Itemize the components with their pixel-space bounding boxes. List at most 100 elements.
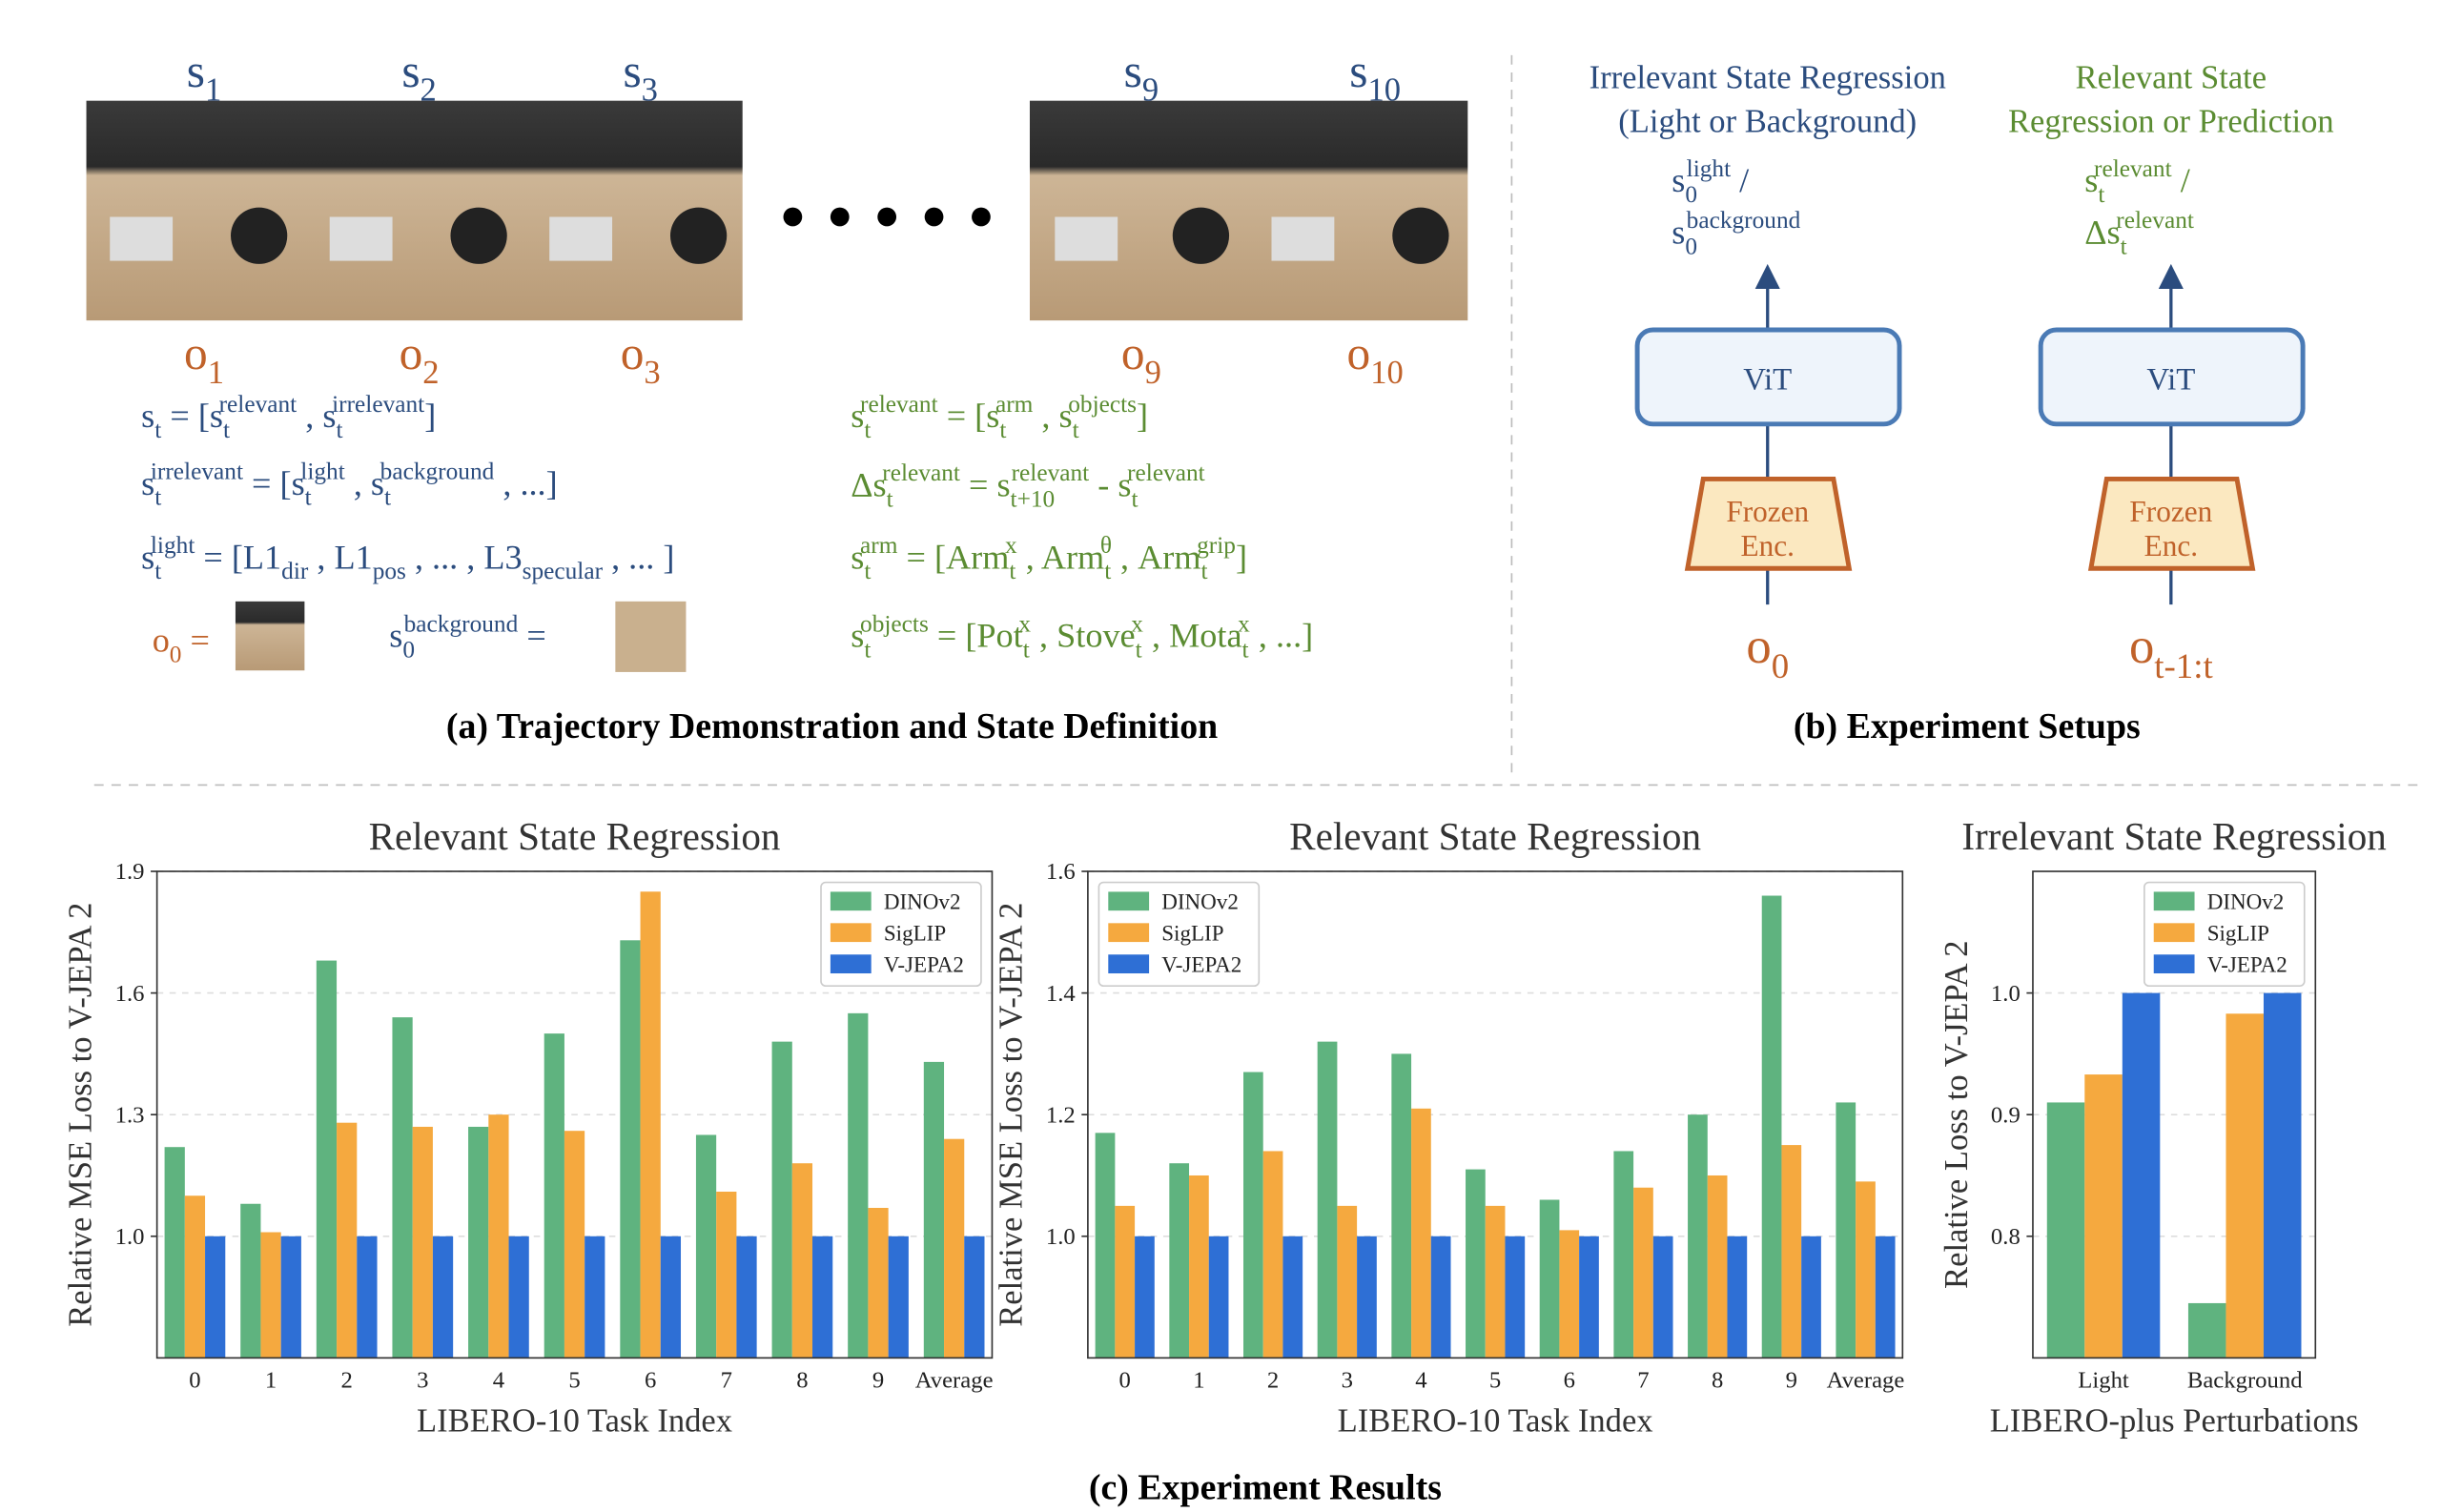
superscript: background <box>380 459 495 485</box>
y-tick-label: 1.3 <box>115 1102 145 1128</box>
y-tick-label: 1.0 <box>115 1224 145 1250</box>
x-tick-label: 4 <box>1415 1368 1426 1394</box>
legend-swatch <box>830 923 872 943</box>
bar <box>1559 1230 1580 1359</box>
bar <box>1357 1236 1377 1359</box>
subscript: 1 <box>205 72 221 109</box>
superscript: relevant <box>2094 155 2172 182</box>
formula-text: , ...] <box>1250 617 1313 655</box>
y-axis-label: Relative Loss to V-JEPA 2 <box>1938 940 1975 1289</box>
setup-title: Regression or Prediction <box>2008 104 2334 140</box>
x-tick-label: Average <box>915 1368 994 1394</box>
bar <box>585 1236 605 1359</box>
y-tick-label: 1.0 <box>1991 981 2020 1007</box>
subscript: 0 <box>1685 233 1697 259</box>
legend-label: DINOv2 <box>1161 889 1239 914</box>
x-tick-label: 5 <box>568 1368 580 1394</box>
subscript: 0 <box>1685 181 1697 208</box>
formula-text: s <box>141 397 154 435</box>
formula: stobjects = [Pottx , Stovetx , Motatx , … <box>851 610 1313 663</box>
bar <box>508 1236 529 1359</box>
x-tick-label: 8 <box>1712 1368 1723 1394</box>
subscript: t <box>864 417 871 443</box>
formula-text: , Mota <box>1143 617 1242 655</box>
formula-text: s <box>389 617 402 655</box>
plot-frame <box>2032 870 2317 1359</box>
subscript: 0 <box>402 636 415 663</box>
x-tick-label: 5 <box>1489 1368 1501 1394</box>
superscript: light <box>151 532 195 559</box>
formula-text: = s <box>960 466 1011 504</box>
formula-text: s <box>187 45 205 97</box>
superscript: relevant <box>860 391 938 418</box>
caption: (c) Experiment Results <box>1089 1468 1442 1508</box>
superscript: background <box>1687 207 1801 234</box>
setup-title: Irrelevant State Regression <box>1590 59 1946 95</box>
superscript: arm <box>860 532 898 559</box>
frames-image <box>1029 100 1468 321</box>
legend-swatch <box>2153 954 2195 974</box>
bar <box>1337 1205 1358 1359</box>
bar <box>337 1122 358 1359</box>
x-tick-label: Light <box>2078 1368 2129 1394</box>
formula-text: ] <box>1137 397 1148 435</box>
subscript: t <box>305 484 312 511</box>
subscript: t <box>887 485 893 512</box>
subscript: t+10 <box>1011 485 1056 512</box>
formula: s1 <box>187 45 222 109</box>
formula-text: s <box>623 45 641 97</box>
x-tick-label: 4 <box>493 1368 504 1394</box>
formula-text: s <box>1124 45 1142 97</box>
bar <box>1801 1236 1821 1359</box>
bar <box>1875 1236 1896 1359</box>
formula: s0light / <box>1672 155 1750 208</box>
subscript: 0 <box>1772 646 1789 685</box>
bar <box>205 1236 226 1359</box>
subscript: t <box>223 417 230 443</box>
formula-text: Δs <box>2084 213 2120 251</box>
bar <box>1282 1236 1303 1359</box>
bar <box>1115 1205 1136 1359</box>
bar <box>1485 1205 1506 1359</box>
subscript: 2 <box>421 72 437 109</box>
bar <box>544 1033 564 1359</box>
bar <box>1652 1236 1673 1359</box>
formula: strelevant = [starm , stobjects] <box>851 391 1148 443</box>
formula-text: / <box>2172 161 2191 199</box>
x-tick-label: 2 <box>1267 1368 1279 1394</box>
subscript: t <box>999 417 1006 443</box>
legend-swatch <box>1108 923 1150 943</box>
y-axis-label: Relative MSE Loss to V-JEPA 2 <box>994 903 1030 1327</box>
x-tick-label: 1 <box>265 1368 277 1394</box>
superscript: light <box>1687 155 1731 182</box>
formula-text: = <box>181 622 209 660</box>
bar <box>1243 1072 1263 1359</box>
ellipsis-dots <box>783 207 991 227</box>
formula: ot-1:t <box>2129 619 2214 685</box>
formula: Δstrelevant = st+10relevant - strelevant <box>851 460 1204 512</box>
legend-label: SigLIP <box>2207 920 2269 945</box>
subscript: t <box>1104 558 1111 584</box>
encoder-label: Frozen <box>1726 495 1809 528</box>
formula-text: s <box>1059 397 1073 435</box>
superscript: grip <box>1197 532 1236 559</box>
formula: stirrelevant = [stlight , stbackground ,… <box>141 459 558 511</box>
formula-text: s <box>986 397 999 435</box>
subscript: specular <box>523 558 604 584</box>
subscript: 9 <box>1145 355 1161 391</box>
bar <box>1836 1102 1856 1359</box>
bar <box>1761 895 1782 1359</box>
formula-text: o <box>621 327 645 379</box>
legend-swatch <box>2153 891 2195 911</box>
bar <box>1539 1199 1560 1359</box>
bar <box>1579 1236 1599 1359</box>
bar <box>964 1236 985 1359</box>
superscript: x <box>1005 532 1017 559</box>
subscript: t <box>864 636 871 663</box>
y-tick-label: 1.9 <box>115 859 145 885</box>
formula: o0 = <box>153 622 210 668</box>
superscript: irrelevant <box>332 391 424 418</box>
bar <box>660 1236 682 1359</box>
subscript: t <box>1242 636 1249 663</box>
